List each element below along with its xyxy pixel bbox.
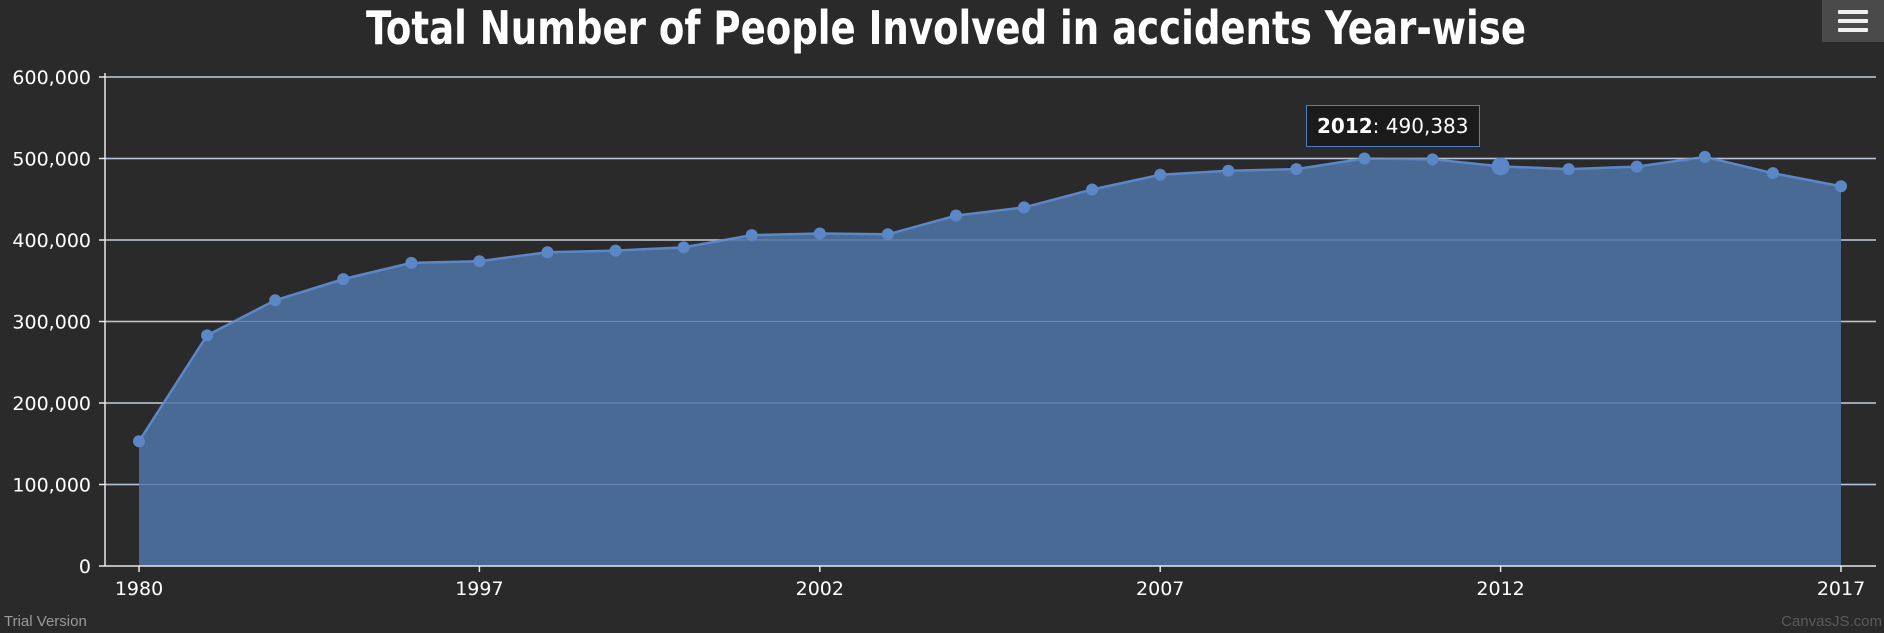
- chart-title: Total Number of People Involved in accid…: [366, 1, 1526, 55]
- data-point[interactable]: [201, 329, 214, 342]
- y-tick-label: 300,000: [12, 312, 91, 334]
- y-tick-label: 600,000: [12, 67, 91, 89]
- data-area: [105, 76, 1876, 566]
- trial-version-label: Trial Version: [4, 613, 87, 630]
- chart-menu-button[interactable]: [1822, 0, 1884, 42]
- data-point[interactable]: [269, 294, 282, 307]
- x-tick-label: 2017: [1817, 578, 1865, 600]
- data-markers[interactable]: [133, 150, 1847, 448]
- data-point[interactable]: [1426, 153, 1439, 166]
- data-point[interactable]: [1086, 183, 1099, 196]
- tooltip-separator: :: [1372, 114, 1386, 138]
- x-tick-label: 2007: [1136, 578, 1184, 600]
- y-tick-label: 400,000: [12, 230, 91, 252]
- data-point-highlighted[interactable]: [1491, 157, 1510, 176]
- data-point[interactable]: [745, 229, 758, 242]
- data-point[interactable]: [473, 255, 486, 268]
- data-point[interactable]: [1562, 163, 1575, 176]
- x-tick-label: 2012: [1476, 578, 1524, 600]
- data-point[interactable]: [609, 244, 622, 257]
- axes: [99, 73, 1876, 572]
- x-tick-label: 1980: [115, 578, 163, 600]
- data-point[interactable]: [1018, 201, 1031, 214]
- y-axis-ticks: 0 100,000 200,000 300,000 400,000 500,000 600,…: [12, 67, 91, 578]
- x-tick-label: 2002: [796, 578, 844, 600]
- data-point[interactable]: [1222, 164, 1235, 177]
- data-point[interactable]: [677, 241, 690, 254]
- data-point[interactable]: [1154, 168, 1167, 181]
- x-axis-ticks: 1980 1997 2002 2007 2012 2017: [115, 578, 1865, 600]
- data-tooltip: 2012: 490,383: [1306, 105, 1480, 147]
- data-point[interactable]: [949, 209, 962, 222]
- y-tick-label: 500,000: [12, 149, 91, 171]
- data-point[interactable]: [1835, 180, 1847, 193]
- data-point[interactable]: [1290, 163, 1303, 176]
- data-point[interactable]: [1358, 152, 1371, 165]
- data-point[interactable]: [1766, 167, 1779, 180]
- data-point[interactable]: [405, 256, 418, 269]
- data-point[interactable]: [337, 273, 350, 286]
- data-point[interactable]: [1698, 150, 1711, 163]
- area-fill: [139, 156, 1841, 566]
- data-point[interactable]: [133, 435, 145, 448]
- y-tick-label: 0: [79, 556, 91, 578]
- data-point[interactable]: [881, 228, 894, 241]
- hamburger-menu-icon: [1838, 10, 1868, 32]
- y-tick-label: 100,000: [12, 475, 91, 497]
- y-tick-label: 200,000: [12, 393, 91, 415]
- canvasjs-credit-link[interactable]: CanvasJS.com: [1781, 613, 1882, 630]
- series-line: [137, 155, 1842, 442]
- tooltip-value: 490,383: [1385, 114, 1469, 138]
- data-point[interactable]: [541, 246, 554, 259]
- data-point[interactable]: [813, 227, 826, 240]
- x-tick-label: 1997: [455, 578, 503, 600]
- tooltip-year: 2012: [1317, 114, 1373, 138]
- data-point[interactable]: [1630, 160, 1643, 173]
